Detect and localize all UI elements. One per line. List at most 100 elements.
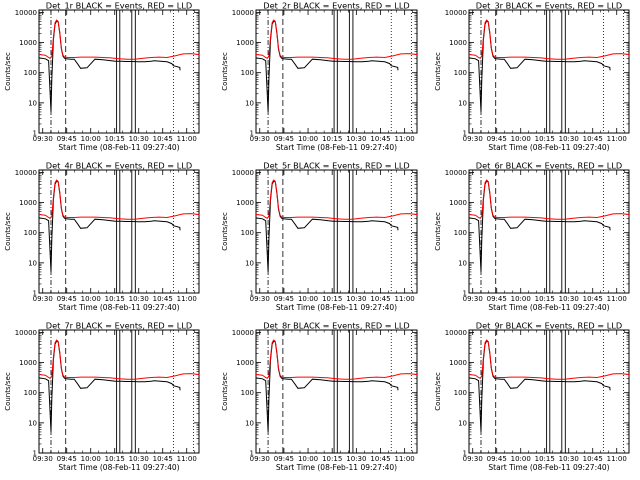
x-tick-label: 10:00 <box>511 295 531 303</box>
x-tick-label: 09:30 <box>250 135 270 143</box>
y-tick-label: 1000 <box>449 39 467 47</box>
x-axis-label: Start Time (08-Feb-11 09:27:40) <box>58 143 179 152</box>
plot-frame <box>468 329 630 454</box>
plot-frame <box>38 329 200 454</box>
y-tick-label: 1 <box>463 290 467 298</box>
x-tick-label: 09:45 <box>57 295 77 303</box>
x-tick-label: 10:45 <box>370 295 390 303</box>
plot-frame <box>255 169 418 294</box>
plot-frame <box>468 9 630 134</box>
x-tick-label: 11:00 <box>177 135 197 143</box>
x-tick-label: 10:30 <box>129 455 149 463</box>
x-tick-label: 09:45 <box>274 455 294 463</box>
x-tick-label: 10:45 <box>153 295 173 303</box>
panel-6: Det_6r BLACK = Events, RED = LLD Counts/s… <box>434 161 630 312</box>
x-tick-label: 10:30 <box>129 295 149 303</box>
y-tick-label: 1000 <box>19 359 37 367</box>
x-tick-label: 10:45 <box>370 135 390 143</box>
x-tick-label: 11:00 <box>177 455 197 463</box>
y-tick-label: 10 <box>458 419 467 427</box>
panel-2: Det_2r BLACK = Events, RED = LLD Counts/s… <box>221 1 418 152</box>
chart-title: Det_6r BLACK = Events, RED = LLD <box>476 161 622 171</box>
x-tick-label: 11:00 <box>607 295 627 303</box>
x-tick-label: 09:30 <box>33 295 53 303</box>
y-tick-label: 10000 <box>15 329 37 337</box>
x-tick-label: 10:45 <box>583 135 603 143</box>
y-axis-label: Counts/sec <box>4 212 12 251</box>
panel-1: Det_1r BLACK = Events, RED = LLD Counts/s… <box>4 1 200 152</box>
y-tick-label: 10 <box>458 259 467 267</box>
x-tick-label: 10:30 <box>346 455 366 463</box>
x-axis-label: Start Time (08-Feb-11 09:27:40) <box>58 463 179 472</box>
y-tick-label: 100 <box>24 229 37 237</box>
series-line-lld <box>38 19 200 60</box>
y-tick-label: 1 <box>33 450 37 458</box>
x-tick-label: 10:00 <box>298 455 318 463</box>
y-tick-label: 100 <box>24 69 37 77</box>
series-line-lld <box>468 339 630 380</box>
y-tick-label: 10000 <box>232 329 254 337</box>
x-tick-label: 09:30 <box>250 295 270 303</box>
y-tick-label: 1000 <box>236 359 254 367</box>
x-tick-label: 09:45 <box>487 455 507 463</box>
y-tick-label: 100 <box>454 229 467 237</box>
y-axis-label: Counts/sec <box>434 52 442 91</box>
x-tick-label: 11:00 <box>607 135 627 143</box>
y-tick-label: 1 <box>33 290 37 298</box>
y-axis-label: Counts/sec <box>434 212 442 251</box>
x-tick-label: 11:00 <box>395 135 415 143</box>
series-line-lld <box>255 339 418 380</box>
x-tick-label: 09:45 <box>57 135 77 143</box>
x-tick-label: 10:45 <box>583 295 603 303</box>
series-line-lld <box>468 19 630 60</box>
x-tick-label: 10:15 <box>322 455 342 463</box>
x-tick-label: 10:15 <box>105 455 125 463</box>
x-tick-label: 10:15 <box>535 295 555 303</box>
y-tick-label: 1 <box>250 130 254 138</box>
x-tick-label: 10:15 <box>535 135 555 143</box>
x-axis-label: Start Time (08-Feb-11 09:27:40) <box>488 303 609 312</box>
x-tick-label: 10:30 <box>346 135 366 143</box>
y-tick-label: 1 <box>33 130 37 138</box>
y-tick-label: 10000 <box>232 9 254 17</box>
x-axis-label: Start Time (08-Feb-11 09:27:40) <box>276 303 397 312</box>
x-tick-label: 09:45 <box>487 295 507 303</box>
y-tick-label: 10000 <box>15 169 37 177</box>
x-tick-label: 10:00 <box>511 455 531 463</box>
y-tick-label: 10000 <box>445 329 467 337</box>
x-tick-label: 10:30 <box>346 295 366 303</box>
x-axis-label: Start Time (08-Feb-11 09:27:40) <box>58 303 179 312</box>
y-axis-label: Counts/sec <box>221 372 229 411</box>
y-tick-label: 1000 <box>236 39 254 47</box>
x-tick-label: 10:45 <box>370 455 390 463</box>
x-tick-label: 10:15 <box>322 295 342 303</box>
x-tick-label: 09:30 <box>33 455 53 463</box>
y-tick-label: 1000 <box>449 199 467 207</box>
chart-title: Det_2r BLACK = Events, RED = LLD <box>263 1 409 11</box>
chart-title: Det_4r BLACK = Events, RED = LLD <box>46 161 192 171</box>
y-tick-label: 10 <box>245 419 254 427</box>
x-tick-label: 10:00 <box>298 295 318 303</box>
x-tick-label: 09:30 <box>463 135 483 143</box>
x-tick-label: 10:00 <box>298 135 318 143</box>
plot-frame <box>255 329 418 454</box>
y-tick-label: 10 <box>28 419 37 427</box>
y-axis-label: Counts/sec <box>221 52 229 91</box>
x-axis-label: Start Time (08-Feb-11 09:27:40) <box>488 463 609 472</box>
x-tick-label: 09:45 <box>487 135 507 143</box>
chart-title: Det_9r BLACK = Events, RED = LLD <box>476 321 622 331</box>
x-axis-label: Start Time (08-Feb-11 09:27:40) <box>276 143 397 152</box>
x-tick-label: 10:15 <box>322 135 342 143</box>
panel-7: Det_7r BLACK = Events, RED = LLD Counts/s… <box>4 321 200 472</box>
panel-3: Det_3r BLACK = Events, RED = LLD Counts/s… <box>434 1 630 152</box>
y-tick-label: 10000 <box>15 9 37 17</box>
y-tick-label: 100 <box>241 389 254 397</box>
y-tick-label: 1 <box>250 450 254 458</box>
y-tick-label: 10 <box>28 99 37 107</box>
x-axis-label: Start Time (08-Feb-11 09:27:40) <box>488 143 609 152</box>
panel-4: Det_4r BLACK = Events, RED = LLD Counts/s… <box>4 161 200 312</box>
x-tick-label: 10:45 <box>583 455 603 463</box>
chart-title: Det_7r BLACK = Events, RED = LLD <box>46 321 192 331</box>
y-tick-label: 1000 <box>449 359 467 367</box>
x-tick-label: 09:30 <box>250 455 270 463</box>
